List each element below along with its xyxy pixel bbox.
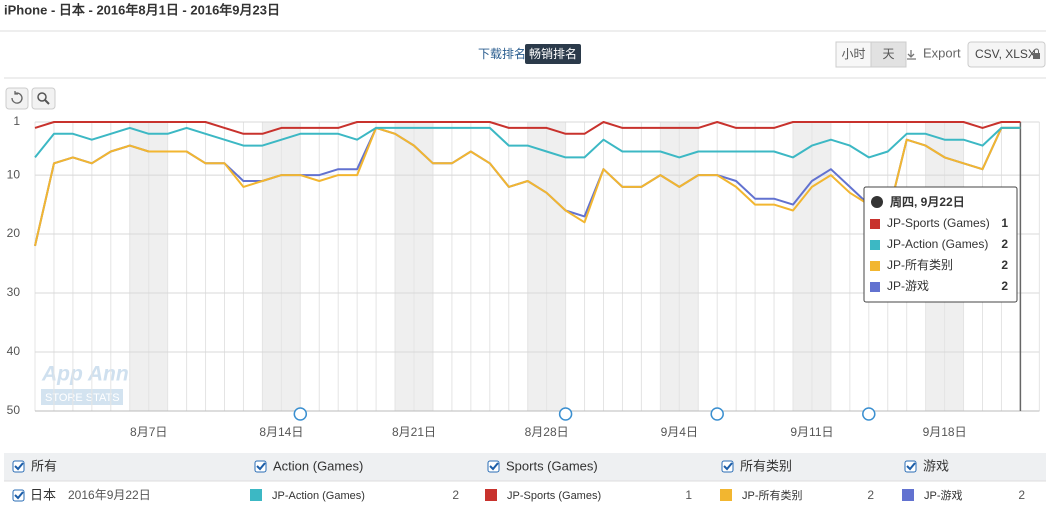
tooltip-swatch (870, 261, 880, 271)
checkmark (14, 491, 24, 500)
format-button[interactable] (967, 41, 1046, 68)
y-tick-label: 1 (13, 114, 20, 128)
checkmark (723, 462, 733, 471)
series-line (34, 126, 1021, 159)
legend-value: 2 (867, 488, 874, 502)
zoom-icon (37, 92, 47, 102)
y-tick-label: 40 (7, 344, 21, 358)
annotation-icon[interactable] (293, 407, 308, 421)
x-tick-label: 8月21日 (392, 425, 436, 439)
tooltip-value: 2 (1001, 258, 1008, 272)
y-tick-label: 50 (7, 403, 21, 417)
legend-name: JP-游戏 (924, 489, 963, 502)
legend-swatch (902, 489, 914, 501)
country: 日本 (30, 487, 56, 502)
reset-button[interactable] (5, 87, 29, 110)
tab[interactable]: 下载排名 (478, 46, 526, 61)
checkmark (489, 462, 499, 471)
zoom-button[interactable] (31, 87, 56, 110)
tooltip-swatch (870, 219, 880, 229)
zoom-icon (44, 99, 50, 105)
legend-swatch (485, 489, 497, 501)
tooltip (863, 186, 1018, 303)
tooltip-swatch (870, 240, 880, 250)
y-tick-label: 30 (7, 285, 21, 299)
tooltip-name: JP-游戏 (887, 279, 929, 293)
watermark-box (41, 389, 123, 405)
legend-value: 2 (1018, 488, 1025, 502)
filter-label: Sports (Games) (506, 458, 598, 473)
checkmark (14, 462, 24, 471)
filter-label: 所有 (31, 458, 57, 473)
tooltip-swatch (870, 282, 880, 292)
tooltip-value: 1 (1001, 216, 1008, 230)
globe-icon (871, 196, 883, 208)
y-tick-label: 10 (7, 167, 21, 181)
series-line (34, 126, 1021, 247)
filter-bar (4, 453, 1046, 481)
lock-icon (1033, 53, 1040, 59)
export-icon (907, 50, 916, 60)
export-button[interactable]: Export (923, 45, 961, 60)
tooltip-value: 2 (1001, 279, 1008, 293)
x-tick-label: 8月28日 (525, 425, 569, 439)
watermark: STORE STATS (45, 392, 120, 404)
page-title: iPhone - 日本 - 2016年8月1日 - 2016年9月23日 (4, 2, 280, 17)
filter-label: Action (Games) (273, 458, 363, 473)
legend-name: JP-Sports (Games) (507, 490, 601, 502)
x-tick-label: 8月7日 (130, 425, 167, 439)
legend-name: JP-Action (Games) (272, 490, 365, 502)
granularity-button[interactable] (870, 41, 907, 68)
lock-icon (1034, 48, 1039, 53)
format-label: CSV, XLSX (975, 47, 1036, 61)
tooltip-name: JP-Sports (Games) (887, 216, 990, 230)
checkmark (906, 462, 916, 471)
series-line (34, 121, 1021, 135)
annotation-icon[interactable] (862, 407, 876, 421)
y-tick-label: 20 (7, 226, 21, 240)
x-tick-label: 9月18日 (923, 425, 967, 439)
granularity-label: 小时 (841, 47, 865, 61)
x-tick-label: 9月4日 (661, 425, 698, 439)
tab[interactable]: 畅销排名 (529, 46, 577, 61)
tooltip-value: 2 (1001, 237, 1008, 251)
checkmark (256, 462, 266, 471)
legend-swatch (720, 489, 732, 501)
date: 2016年9月22日 (68, 488, 151, 502)
annotation-icon[interactable] (558, 407, 573, 421)
x-tick-label: 8月14日 (259, 425, 303, 439)
legend-value: 2 (452, 488, 459, 502)
granularity-label: 天 (882, 47, 894, 61)
tooltip-name: JP-所有类别 (887, 258, 953, 272)
tooltip-name: JP-Action (Games) (887, 237, 988, 251)
tooltip-title: 周四, 9月22日 (890, 195, 965, 209)
annotation-icon[interactable] (710, 407, 724, 421)
x-tick-label: 9月11日 (790, 425, 833, 439)
reset-icon (11, 91, 23, 104)
filter-label: 游戏 (923, 458, 949, 473)
legend-value: 1 (685, 488, 692, 502)
legend-swatch (250, 489, 262, 501)
legend-name: JP-所有类别 (742, 488, 803, 502)
filter-label: 所有类别 (740, 458, 792, 473)
tab-active-bg (525, 44, 581, 64)
watermark: App Annie (41, 363, 147, 386)
